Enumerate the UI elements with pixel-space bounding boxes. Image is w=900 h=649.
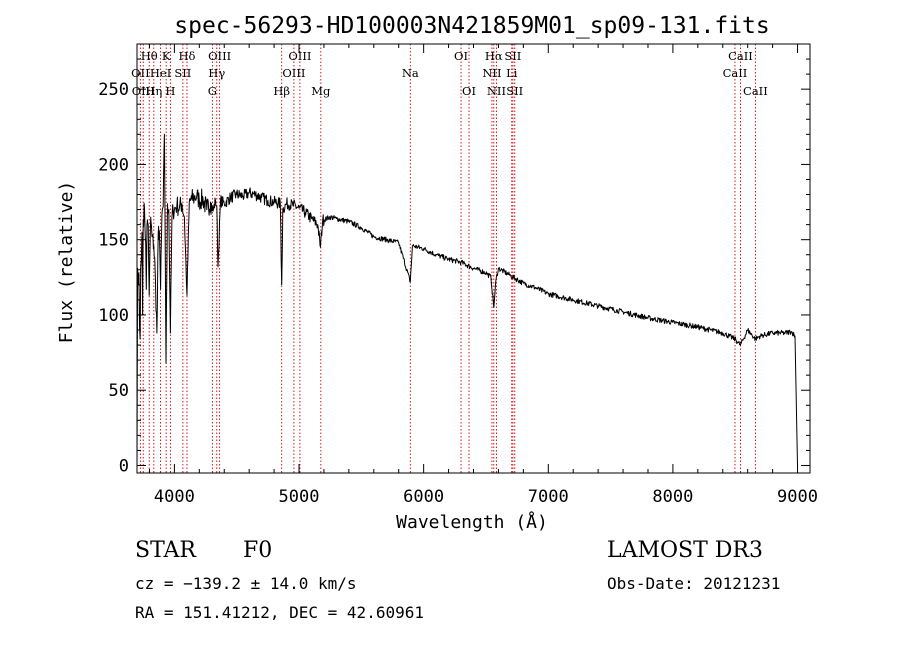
line-label: CaII bbox=[728, 49, 753, 63]
line-label: HeI bbox=[150, 66, 171, 80]
survey-name: LAMOST DR3 bbox=[607, 538, 763, 563]
chart-title: spec-56293-HD100003N421859M01_sp09-131.f… bbox=[174, 13, 769, 39]
x-tick-label: 8000 bbox=[652, 487, 693, 507]
line-label: OI bbox=[454, 49, 468, 63]
y-axis-label: Flux (relative) bbox=[56, 181, 77, 344]
line-label: CaII bbox=[723, 66, 748, 80]
x-tick-label: 7000 bbox=[528, 487, 569, 507]
line-label: Hθ bbox=[141, 49, 158, 63]
line-label: CaII bbox=[743, 84, 768, 98]
line-label: Na bbox=[402, 66, 419, 80]
y-tick-label: 250 bbox=[98, 80, 129, 100]
observation-date: Obs-Date: 20121231 bbox=[607, 574, 781, 593]
line-label: Hγ bbox=[208, 66, 225, 80]
y-tick-label: 50 bbox=[109, 381, 129, 401]
x-axis-label: Wavelength (Å) bbox=[396, 511, 548, 533]
line-label: Hβ bbox=[273, 84, 290, 98]
line-label: OIII bbox=[288, 49, 311, 63]
line-label: Mg bbox=[311, 84, 331, 98]
line-label: OII bbox=[131, 66, 150, 80]
line-label: SII bbox=[504, 49, 521, 63]
x-tick-label: 4000 bbox=[154, 487, 195, 507]
coordinates: RA = 151.41212, DEC = 42.60961 bbox=[135, 603, 424, 622]
line-label: H bbox=[165, 84, 175, 98]
line-label: NII bbox=[487, 84, 506, 98]
redshift-cz: cz = −139.2 ± 14.0 km/s bbox=[135, 574, 357, 593]
line-label: NII bbox=[482, 66, 501, 80]
line-label: K bbox=[162, 49, 171, 63]
line-label: OI bbox=[462, 84, 476, 98]
line-label: SII bbox=[506, 84, 523, 98]
axes-frame bbox=[136, 43, 811, 474]
line-label: SII bbox=[174, 66, 191, 80]
object-subclass: F0 bbox=[243, 538, 273, 563]
x-tick-label: 9000 bbox=[777, 487, 818, 507]
line-label: Hδ bbox=[178, 49, 195, 63]
line-label: Li bbox=[506, 66, 518, 80]
line-label: G bbox=[208, 84, 217, 98]
y-tick-label: 100 bbox=[98, 306, 129, 326]
line-label: Hα bbox=[485, 49, 503, 63]
y-tick-label: 0 bbox=[119, 456, 129, 476]
axis-ticks bbox=[137, 44, 810, 473]
y-tick-label: 200 bbox=[98, 155, 129, 175]
line-label: OIII bbox=[282, 66, 305, 80]
x-tick-label: 5000 bbox=[279, 487, 320, 507]
spectrum-line bbox=[136, 133, 798, 466]
line-label: OIII bbox=[208, 49, 231, 63]
spectral-line-markers bbox=[139, 44, 756, 473]
x-tick-label: 6000 bbox=[403, 487, 444, 507]
object-class: STAR bbox=[135, 538, 196, 563]
axis-tick-labels: 4000 5000 6000 7000 8000 9000 0 50 100 150 200 250 bbox=[98, 80, 818, 507]
spectrum-series bbox=[136, 133, 798, 466]
line-label: Hη bbox=[145, 84, 162, 98]
y-tick-label: 150 bbox=[98, 231, 129, 251]
